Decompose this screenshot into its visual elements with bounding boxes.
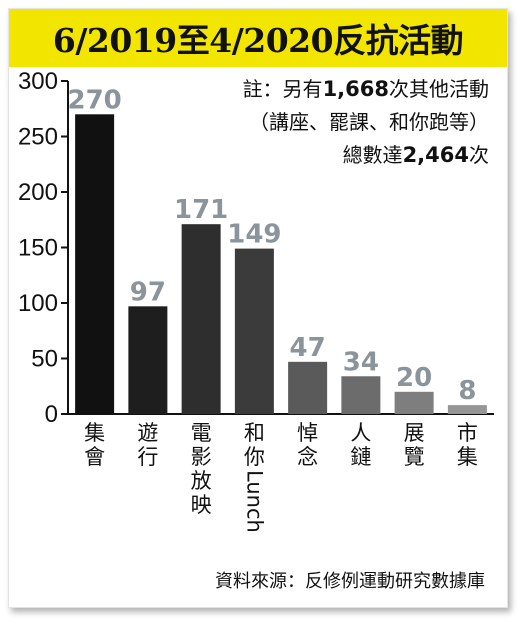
total-count: 2,464: [402, 143, 469, 167]
category-label: 遊行: [137, 421, 158, 469]
category-label-part: 放: [191, 469, 212, 493]
category-label-part: 悼: [297, 421, 318, 445]
category-label: 悼念: [297, 421, 318, 469]
note-suffix: 次其他活動: [389, 77, 489, 101]
y-tick-label: 100: [18, 290, 58, 317]
y-tick-label: 150: [18, 235, 58, 262]
bar: [128, 306, 168, 414]
category-label: 市集: [457, 421, 478, 469]
bar: [341, 376, 381, 414]
y-tick-label: 300: [18, 68, 58, 95]
bar: [288, 361, 328, 414]
bar: [394, 391, 434, 414]
category-label-part: 和: [244, 421, 265, 445]
note-line-1: 註：另有1,668次其他活動: [189, 73, 489, 106]
category-label-part: 展: [404, 421, 425, 445]
category-label-part: 覽: [404, 445, 425, 469]
category-label-part: 市: [457, 421, 478, 445]
note-line-3: 總數達2,464次: [189, 139, 489, 172]
bar-value-label: 149: [227, 220, 281, 250]
bar-value-label: 34: [343, 347, 379, 377]
y-tick-label: 50: [31, 346, 58, 373]
total-prefix: 總數達: [342, 143, 403, 167]
chart-card: 6/2019至4/2020反抗活動 0 50 100 150 200 250 300 270 集…: [8, 8, 508, 608]
category-label-part: Lunch: [242, 470, 266, 533]
category-label-part: 電: [191, 421, 212, 445]
category-label-part: 遊: [137, 421, 158, 445]
category-label-part: 你: [244, 445, 265, 469]
bar-value-label: 8: [458, 376, 476, 406]
bar: [234, 248, 274, 414]
category-label-part: 念: [297, 445, 318, 469]
note-line-2: （講座、罷課、和你跑等）: [249, 110, 489, 134]
source-note: 資料來源：反修例運動研究數據庫: [215, 571, 485, 592]
bar-value-label: 270: [67, 85, 121, 115]
note-other-count: 1,668: [322, 77, 389, 101]
category-label: 展覽: [404, 421, 425, 469]
category-label-part: 鏈: [350, 445, 371, 469]
category-label-part: 會: [84, 445, 105, 469]
bar-value-label: 171: [174, 195, 228, 225]
bar: [75, 114, 115, 415]
category-label-part: 映: [191, 493, 212, 517]
total-suffix: 次: [469, 143, 489, 167]
category-label: 人鏈: [350, 421, 371, 469]
category-label-part: 影: [191, 445, 212, 469]
bar-value-label: 20: [396, 363, 432, 393]
bar-value-label: 97: [130, 277, 166, 307]
chart-title: 6/2019至4/2020反抗活動: [52, 21, 464, 60]
category-label: 集會: [84, 421, 105, 469]
bar-value-label: 47: [290, 333, 326, 363]
title-bar: 6/2019至4/2020反抗活動: [9, 9, 507, 67]
category-label-part: 集: [457, 445, 478, 469]
y-tick-label: 250: [18, 124, 58, 151]
y-tick-label: 200: [18, 179, 58, 206]
bar: [447, 405, 487, 414]
category-label-part: 行: [137, 445, 158, 469]
bar: [181, 224, 221, 414]
bar-chart: 050100150200250300270集會97遊行171電影放映149和你L…: [18, 68, 494, 533]
chart-note: 註：另有1,668次其他活動 （講座、罷課、和你跑等） 總數達2,464次: [189, 73, 489, 172]
category-label-part: 集: [84, 421, 105, 445]
category-label-part: 人: [350, 421, 371, 445]
note-prefix: 註：另有: [242, 77, 323, 101]
y-tick-label: 0: [45, 401, 58, 428]
